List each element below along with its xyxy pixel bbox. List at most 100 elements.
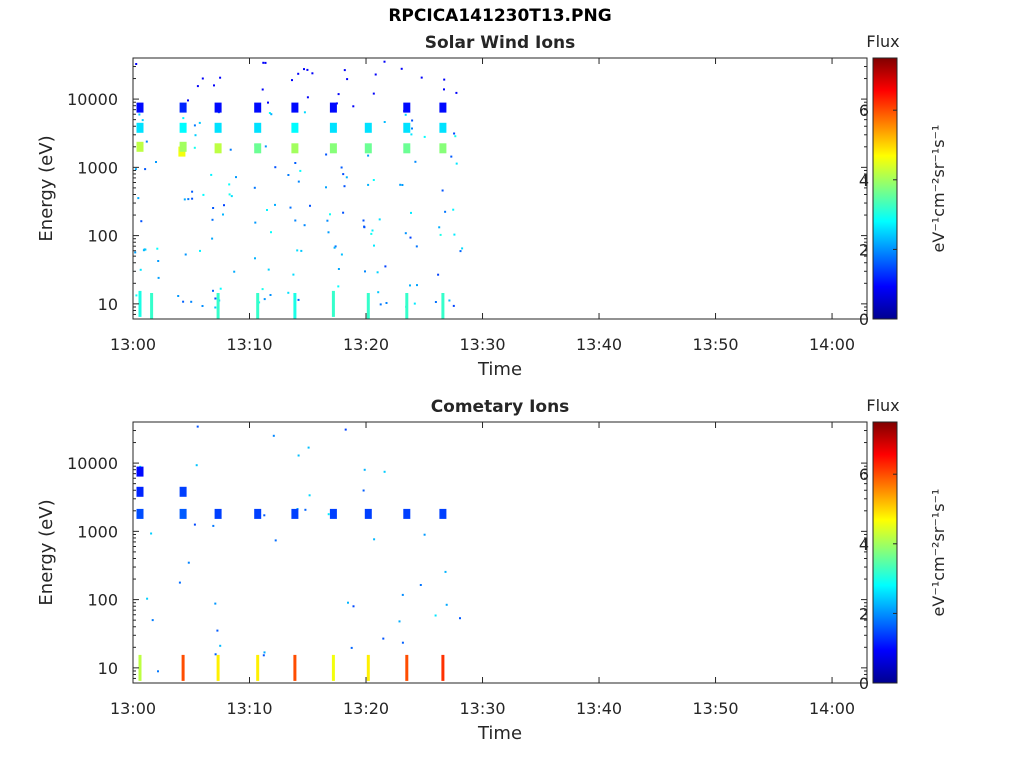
- flux-speck: [194, 134, 197, 137]
- flux-cell: [291, 143, 299, 154]
- flux-speck: [213, 84, 215, 87]
- flux-speck: [190, 300, 193, 303]
- flux-speck: [409, 284, 411, 287]
- flux-speck: [410, 211, 412, 214]
- flux-speck: [261, 288, 264, 291]
- flux-speck: [325, 186, 327, 189]
- flux-speck: [210, 173, 213, 176]
- flux-speck: [157, 276, 160, 279]
- x-tick-label: 13:40: [576, 335, 622, 354]
- colorbar-tick-label: 4: [859, 535, 869, 554]
- flux-speck: [340, 166, 343, 169]
- flux-speck: [157, 260, 160, 262]
- flux-cell: [256, 293, 260, 319]
- y-tick-label: 10000: [67, 454, 118, 473]
- flux-cell: [181, 654, 185, 681]
- x-axis-label: Time: [477, 723, 522, 744]
- flux-speck: [289, 206, 292, 209]
- flux-speck: [345, 176, 348, 179]
- flux-speck: [443, 88, 445, 91]
- flux-cell: [214, 122, 222, 133]
- flux-cell: [136, 122, 144, 133]
- x-tick-label: 14:00: [809, 335, 855, 354]
- flux-speck: [254, 257, 256, 260]
- flux-speck: [363, 225, 366, 228]
- flux-cell: [256, 654, 260, 681]
- flux-speck: [454, 135, 457, 138]
- flux-speck: [253, 186, 256, 189]
- flux-speck: [453, 233, 456, 236]
- flux-cell: [214, 508, 222, 519]
- y-tick-label: 10000: [67, 90, 118, 109]
- flux-speck: [344, 428, 347, 431]
- flux-speck: [385, 302, 388, 304]
- colorbar-unit-label: eV⁻¹cm⁻²sr⁻¹s⁻¹: [929, 125, 948, 253]
- flux-speck: [134, 168, 137, 171]
- flux-cell: [331, 290, 335, 317]
- flux-speck: [347, 601, 349, 604]
- x-tick-label: 14:00: [809, 699, 855, 718]
- flux-speck: [459, 250, 462, 253]
- flux-speck: [269, 294, 272, 296]
- flux-speck: [178, 581, 181, 584]
- flux-speck: [184, 253, 187, 256]
- flux-speck: [384, 265, 387, 268]
- flux-speck: [370, 232, 373, 235]
- flux-speck: [267, 101, 269, 104]
- flux-speck: [182, 117, 185, 120]
- flux-speck: [177, 295, 180, 297]
- flux-cell: [216, 293, 220, 319]
- flux-speck: [364, 270, 366, 273]
- flux-speck: [404, 113, 407, 116]
- flux-cell: [136, 508, 144, 519]
- colorbar-unit-label: eV⁻¹cm⁻²sr⁻¹s⁻¹: [929, 489, 948, 617]
- y-axis-label: Energy (eV): [36, 499, 57, 605]
- flux-speck: [291, 79, 293, 82]
- flux-speck: [135, 63, 138, 65]
- flux-speck: [233, 270, 236, 273]
- plot-frame: [132, 57, 868, 320]
- flux-cell: [403, 122, 411, 133]
- y-tick-label: 100: [87, 591, 118, 610]
- flux-speck: [337, 285, 340, 288]
- flux-speck: [261, 88, 264, 91]
- flux-speck: [377, 291, 380, 294]
- colorbar-title: Flux: [866, 32, 899, 51]
- flux-speck: [437, 273, 440, 276]
- flux-speck: [297, 454, 300, 457]
- flux-speck: [263, 651, 266, 654]
- flux-speck: [363, 468, 366, 471]
- flux-speck: [401, 593, 404, 596]
- y-tick-label: 1000: [77, 522, 118, 541]
- flux-speck: [383, 121, 386, 123]
- flux-speck: [187, 99, 189, 102]
- flux-speck: [434, 614, 437, 617]
- x-tick-label: 13:00: [110, 335, 156, 354]
- flux-speck: [416, 284, 418, 287]
- flux-speck: [308, 494, 311, 497]
- flux-cell: [179, 102, 187, 113]
- flux-speck: [137, 197, 140, 200]
- flux-speck: [455, 162, 458, 165]
- colorbar: [872, 421, 898, 684]
- flux-speck: [223, 204, 225, 207]
- flux-speck: [156, 247, 159, 250]
- flux-speck: [191, 197, 194, 200]
- flux-speck: [157, 670, 159, 673]
- flux-speck: [287, 291, 290, 294]
- flux-cell: [331, 654, 335, 681]
- flux-speck: [202, 193, 205, 196]
- flux-speck: [183, 198, 186, 201]
- flux-cell: [138, 290, 142, 317]
- flux-cell: [439, 508, 447, 519]
- flux-speck: [373, 244, 375, 247]
- x-tick-label: 13:30: [459, 699, 505, 718]
- flux-speck: [362, 489, 365, 492]
- flux-speck: [191, 190, 194, 193]
- flux-cell: [136, 466, 144, 477]
- colorbar-tick-label: 2: [859, 240, 869, 259]
- flux-speck: [201, 305, 204, 307]
- flux-speck: [193, 523, 196, 526]
- flux-speck: [274, 166, 277, 169]
